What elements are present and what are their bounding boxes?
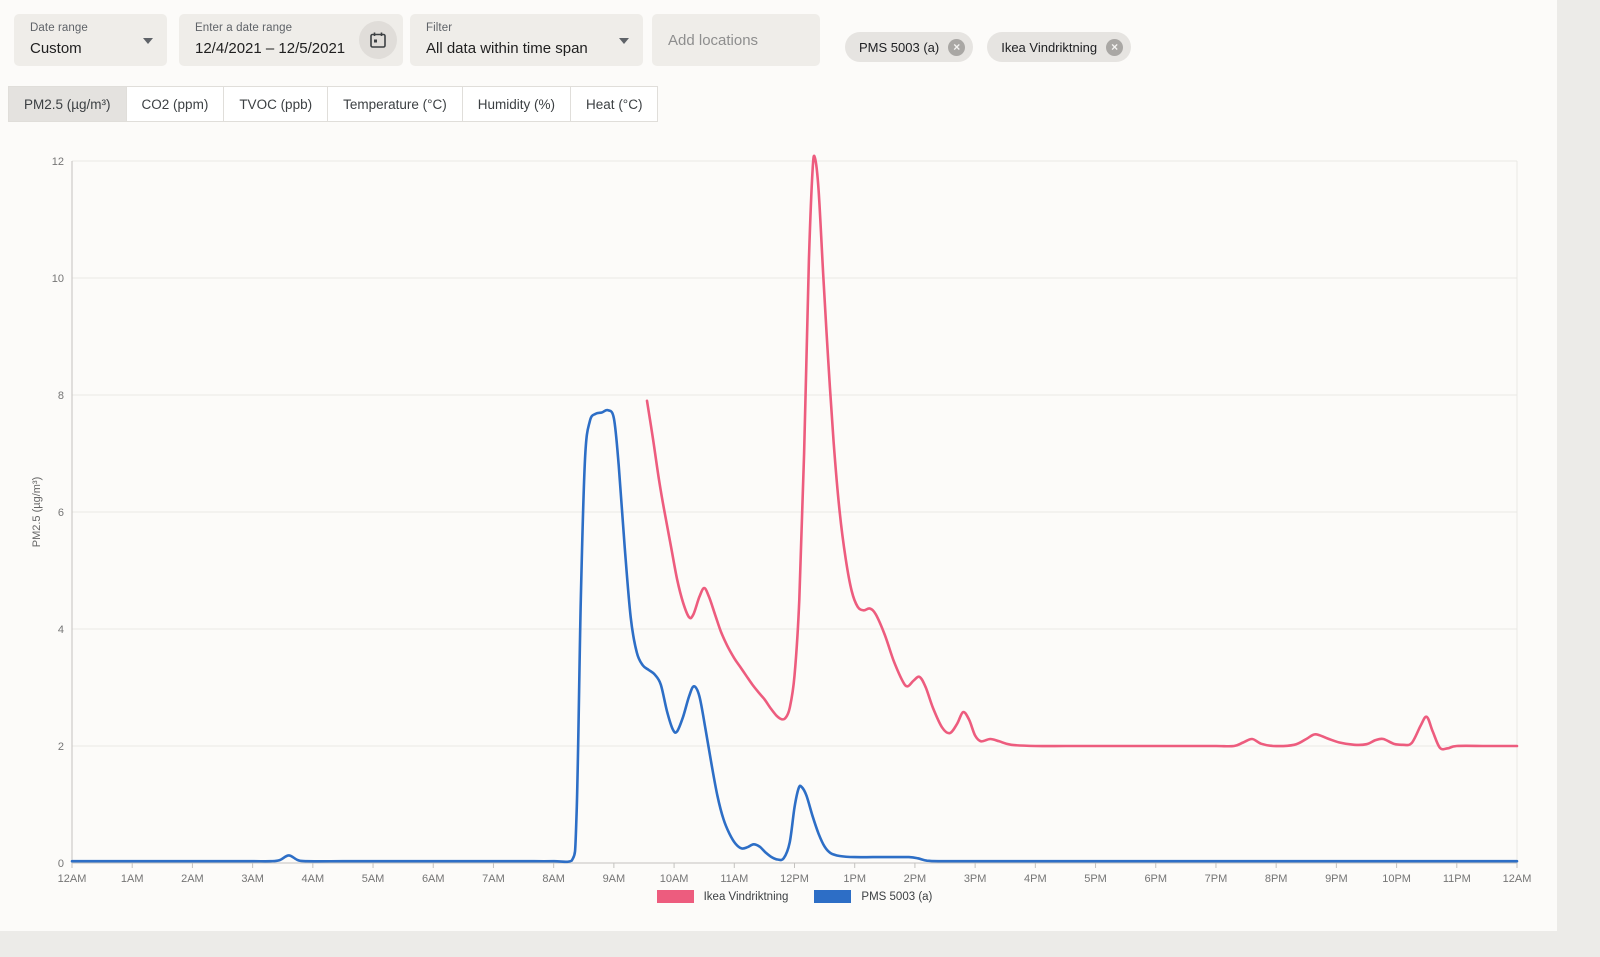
date-range-input[interactable]: Enter a date range 12/4/2021 – 12/5/2021 bbox=[179, 14, 403, 66]
filter-label: Filter bbox=[426, 22, 453, 34]
svg-text:9AM: 9AM bbox=[603, 873, 626, 885]
svg-text:7AM: 7AM bbox=[482, 873, 505, 885]
chevron-down-icon bbox=[619, 38, 629, 44]
add-locations-field[interactable] bbox=[652, 14, 820, 66]
filter-toolbar: Date range Custom Enter a date range 12/… bbox=[0, 0, 1557, 80]
svg-text:11AM: 11AM bbox=[720, 873, 748, 885]
calendar-button[interactable] bbox=[359, 21, 397, 59]
filter-value: All data within time span bbox=[426, 40, 588, 57]
svg-text:9PM: 9PM bbox=[1325, 873, 1348, 885]
filter-select[interactable]: Filter All data within time span bbox=[410, 14, 643, 66]
x-axis-labels: 12AM 1AM 2AM 3AM 4AM 5AM 6AM 7AM 8AM 9AM 10AM 11AM 1… bbox=[58, 873, 1532, 885]
legend-swatch-icon bbox=[656, 890, 694, 903]
add-locations-input[interactable] bbox=[652, 14, 820, 66]
date-range-value: Custom bbox=[30, 40, 82, 57]
calendar-icon bbox=[370, 32, 386, 48]
y-gridlines bbox=[72, 160, 1518, 863]
date-range-select[interactable]: Date range Custom bbox=[14, 14, 167, 66]
tab-humidity[interactable]: Humidity (%) bbox=[461, 86, 572, 122]
pm25-chart: 0 2 4 6 8 10 12 12AM 1AM 2AM 3AM 4AM 5AM 6AM 7AM 8AM 9AM… bbox=[0, 130, 1557, 920]
chart-canvas[interactable]: 0 2 4 6 8 10 12 12AM 1AM 2AM 3AM 4AM 5AM 6AM 7AM 8AM 9AM… bbox=[0, 130, 1557, 920]
svg-text:5PM: 5PM bbox=[1084, 873, 1107, 885]
tab-temperature[interactable]: Temperature (°C) bbox=[327, 86, 463, 122]
svg-text:1AM: 1AM bbox=[121, 873, 144, 885]
location-chips: PMS 5003 (a) × Ikea Vindriktning × bbox=[845, 32, 1132, 62]
svg-text:7PM: 7PM bbox=[1205, 873, 1228, 885]
svg-text:5AM: 5AM bbox=[362, 873, 385, 885]
svg-text:10AM: 10AM bbox=[660, 873, 689, 885]
date-input-label: Enter a date range bbox=[195, 22, 293, 34]
chip-label: PMS 5003 (a) bbox=[859, 39, 940, 55]
svg-text:3AM: 3AM bbox=[241, 873, 264, 885]
metric-tabs: PM2.5 (µg/m³) CO2 (ppm) TVOC (ppb) Temperat… bbox=[8, 86, 659, 122]
svg-text:4PM: 4PM bbox=[1024, 873, 1047, 885]
svg-text:8PM: 8PM bbox=[1265, 873, 1288, 885]
svg-text:2PM: 2PM bbox=[904, 873, 927, 885]
tab-heat[interactable]: Heat (°C) bbox=[570, 86, 659, 122]
svg-text:1PM: 1PM bbox=[843, 873, 866, 885]
svg-text:8: 8 bbox=[58, 390, 64, 402]
svg-text:6: 6 bbox=[58, 507, 64, 519]
series-line-pms-5003-a- bbox=[70, 408, 1519, 864]
tab-tvoc[interactable]: TVOC (ppb) bbox=[223, 86, 329, 122]
location-chip[interactable]: Ikea Vindriktning × bbox=[987, 32, 1132, 62]
location-chip[interactable]: PMS 5003 (a) × bbox=[845, 32, 974, 62]
svg-text:4AM: 4AM bbox=[302, 873, 325, 885]
series-line-ikea-vindriktning bbox=[645, 154, 1519, 751]
x-axis-ticks bbox=[71, 863, 1518, 868]
svg-text:3PM: 3PM bbox=[964, 873, 987, 885]
svg-text:0: 0 bbox=[58, 858, 64, 870]
svg-text:12AM: 12AM bbox=[1503, 873, 1532, 885]
y-axis-title: PM2.5 (µg/m³) bbox=[31, 477, 43, 548]
chip-remove-icon[interactable]: × bbox=[1106, 38, 1124, 56]
tab-pm2.5[interactable]: PM2.5 (µg/m³) bbox=[8, 86, 127, 122]
svg-text:12PM: 12PM bbox=[780, 873, 809, 885]
date-range-label: Date range bbox=[30, 22, 88, 34]
svg-text:4: 4 bbox=[58, 624, 64, 636]
svg-text:2: 2 bbox=[58, 741, 64, 753]
svg-text:8AM: 8AM bbox=[542, 873, 565, 885]
svg-text:6AM: 6AM bbox=[422, 873, 445, 885]
chart-legend: Ikea Vindriktning PMS 5003 (a) bbox=[72, 890, 1517, 903]
svg-text:2AM: 2AM bbox=[181, 873, 204, 885]
svg-text:10PM: 10PM bbox=[1382, 873, 1411, 885]
legend-label: Ikea Vindriktning bbox=[703, 890, 789, 903]
y-axis-labels: 0 2 4 6 8 10 12 bbox=[52, 156, 64, 870]
tab-co2[interactable]: CO2 (ppm) bbox=[125, 86, 225, 122]
chip-label: Ikea Vindriktning bbox=[1001, 39, 1098, 55]
legend-label: PMS 5003 (a) bbox=[861, 890, 933, 903]
svg-text:12: 12 bbox=[52, 156, 64, 168]
svg-text:10: 10 bbox=[52, 273, 64, 285]
date-input-value: 12/4/2021 – 12/5/2021 bbox=[195, 40, 346, 57]
legend-item: PMS 5003 (a) bbox=[814, 890, 932, 903]
svg-text:11PM: 11PM bbox=[1443, 873, 1471, 885]
svg-text:12AM: 12AM bbox=[58, 873, 87, 885]
legend-item: Ikea Vindriktning bbox=[656, 890, 789, 903]
chevron-down-icon bbox=[143, 38, 153, 44]
content-area: Date range Custom Enter a date range 12/… bbox=[0, 0, 1557, 931]
legend-swatch-icon bbox=[814, 890, 852, 903]
svg-text:6PM: 6PM bbox=[1144, 873, 1167, 885]
chip-remove-icon[interactable]: × bbox=[948, 38, 966, 56]
